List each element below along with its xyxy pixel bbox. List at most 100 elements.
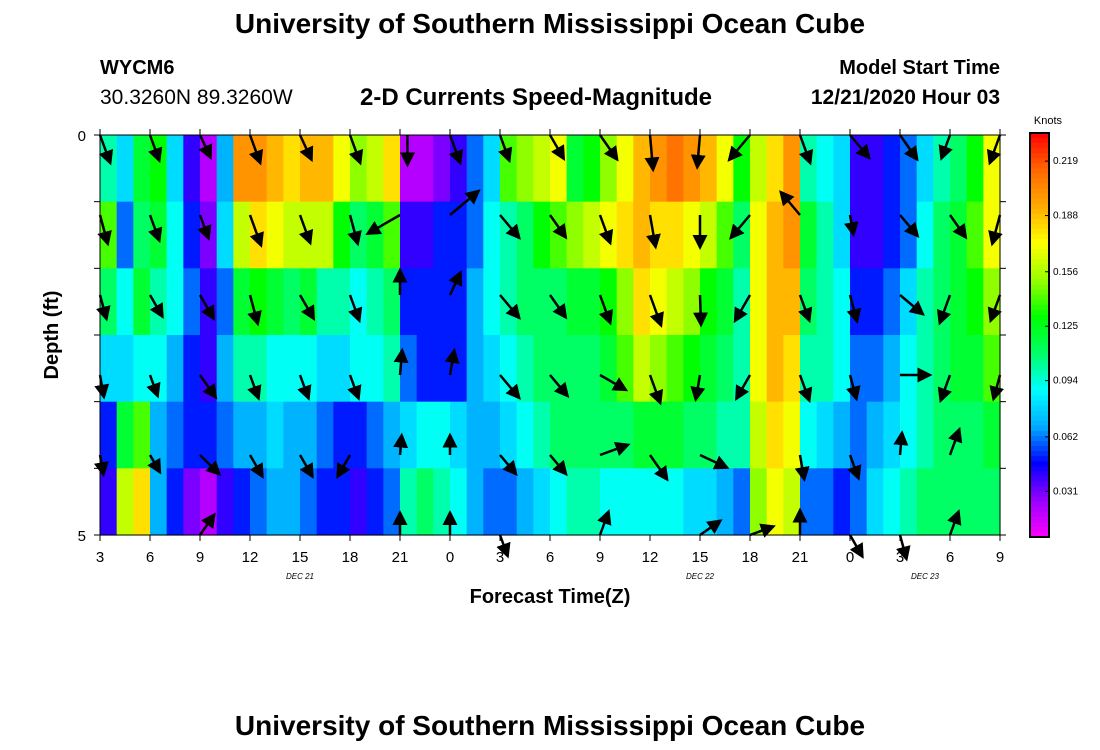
heatmap-cell bbox=[433, 468, 451, 536]
x-tick-label: 12 bbox=[642, 549, 659, 566]
colorbar-swatch bbox=[1030, 496, 1049, 503]
x-tick-label: 3 bbox=[496, 549, 504, 566]
colorbar-swatch bbox=[1030, 193, 1049, 200]
colorbar-swatch bbox=[1030, 405, 1049, 412]
colorbar-tick-label: 0.188 bbox=[1053, 211, 1078, 222]
colorbar-swatch bbox=[1030, 360, 1049, 366]
model-start-value: 12/21/2020 Hour 03 bbox=[810, 86, 1000, 109]
heatmap-cell bbox=[983, 401, 1001, 469]
colorbar-swatch bbox=[1030, 223, 1049, 230]
heatmap-cell bbox=[816, 335, 834, 403]
colorbar-swatch bbox=[1030, 521, 1049, 528]
current-arrow bbox=[798, 134, 814, 166]
current-arrow bbox=[648, 374, 664, 406]
colorbar-swatch bbox=[1030, 148, 1049, 154]
heatmap-cell bbox=[666, 468, 684, 536]
heatmap-cell bbox=[216, 335, 234, 403]
heatmap-cell bbox=[900, 201, 918, 269]
colorbar-swatch bbox=[1030, 506, 1049, 513]
x-tick-label: 3 bbox=[896, 549, 904, 566]
heatmap-cell bbox=[466, 401, 484, 469]
heatmap-cell bbox=[733, 468, 751, 536]
current-arrow bbox=[648, 454, 669, 482]
heatmap-cell bbox=[233, 268, 251, 336]
current-arrow bbox=[499, 374, 521, 400]
colorbar-unit: Knots bbox=[1034, 115, 1063, 127]
colorbar-tick-label: 0.062 bbox=[1053, 432, 1078, 443]
heatmap-cell bbox=[466, 268, 484, 336]
heatmap-cell bbox=[233, 335, 251, 403]
heatmap-cell bbox=[933, 135, 951, 203]
heatmap-cell bbox=[100, 468, 118, 536]
heatmap-cell bbox=[866, 135, 884, 203]
current-arrow bbox=[948, 214, 968, 240]
current-arrow bbox=[690, 374, 706, 403]
colorbar-swatch bbox=[1030, 183, 1049, 190]
heatmap-cell bbox=[350, 401, 368, 469]
heatmap-cell bbox=[533, 401, 551, 469]
current-arrow bbox=[798, 294, 813, 324]
colorbar-swatch bbox=[1030, 340, 1049, 346]
heatmap-cell bbox=[333, 135, 351, 203]
current-arrow bbox=[298, 214, 314, 246]
heatmap-cell bbox=[633, 268, 651, 336]
heatmap-cell bbox=[550, 268, 568, 336]
heatmap-cell bbox=[983, 335, 1001, 403]
current-arrow bbox=[646, 214, 661, 250]
current-arrow bbox=[96, 294, 111, 322]
date-label: DEC 22 bbox=[686, 572, 715, 581]
heatmap-cell bbox=[366, 268, 384, 336]
heatmap-cell bbox=[816, 268, 834, 336]
heatmap-cell bbox=[766, 135, 784, 203]
current-arrow bbox=[988, 214, 1003, 247]
heatmap-cell bbox=[300, 268, 318, 336]
colorbar-swatch bbox=[1030, 228, 1049, 235]
heatmap-cell bbox=[566, 201, 584, 269]
heatmap-cell bbox=[233, 468, 251, 536]
heatmap-cell bbox=[816, 401, 834, 469]
colorbar-swatch bbox=[1030, 163, 1049, 169]
current-arrow bbox=[97, 214, 112, 247]
current-arrow bbox=[548, 134, 566, 161]
x-tick-label: 6 bbox=[146, 549, 154, 566]
heatmap-cell bbox=[633, 335, 651, 403]
heatmap-cell bbox=[733, 201, 751, 269]
heatmap-cell bbox=[883, 135, 901, 203]
heatmap-cell bbox=[866, 201, 884, 269]
heatmap-cell bbox=[483, 135, 501, 203]
heatmap-cell bbox=[766, 335, 784, 403]
current-arrow bbox=[247, 374, 262, 401]
colorbar-swatch bbox=[1030, 324, 1049, 331]
colorbar-swatch bbox=[1030, 425, 1049, 432]
colorbar-swatch bbox=[1030, 299, 1049, 306]
heatmap-cell bbox=[716, 468, 734, 536]
current-arrow bbox=[727, 134, 751, 162]
heatmap-cell bbox=[500, 201, 518, 269]
colorbar-swatch bbox=[1030, 158, 1049, 164]
colorbar-swatch bbox=[1030, 430, 1049, 437]
heatmap-cell bbox=[316, 201, 334, 269]
colorbar-tick-label: 0.125 bbox=[1053, 321, 1078, 332]
heatmap-cell bbox=[200, 335, 218, 403]
heatmap-cell bbox=[616, 335, 634, 403]
heatmap-cell bbox=[166, 268, 184, 336]
heatmap-cell bbox=[316, 268, 334, 336]
heatmap-cell bbox=[833, 268, 851, 336]
heatmap-cell bbox=[566, 468, 584, 536]
current-arrow bbox=[147, 454, 162, 475]
heatmap-cell bbox=[183, 135, 201, 203]
heatmap-cell bbox=[883, 335, 901, 403]
heatmap-cell bbox=[616, 468, 634, 536]
heatmap-cell bbox=[550, 401, 568, 469]
heatmap-cell bbox=[266, 468, 284, 536]
heatmap-cell bbox=[133, 135, 151, 203]
heatmap-cell bbox=[966, 468, 984, 536]
colorbar-swatch bbox=[1030, 153, 1049, 159]
heatmap-cell bbox=[266, 401, 284, 469]
colorbar-swatch bbox=[1030, 471, 1049, 477]
heatmap-cell bbox=[400, 268, 418, 336]
heatmap-cell bbox=[633, 468, 651, 536]
y-tick-label: 5 bbox=[78, 528, 86, 545]
heatmap-cell bbox=[666, 268, 684, 336]
current-arrow bbox=[599, 441, 631, 457]
